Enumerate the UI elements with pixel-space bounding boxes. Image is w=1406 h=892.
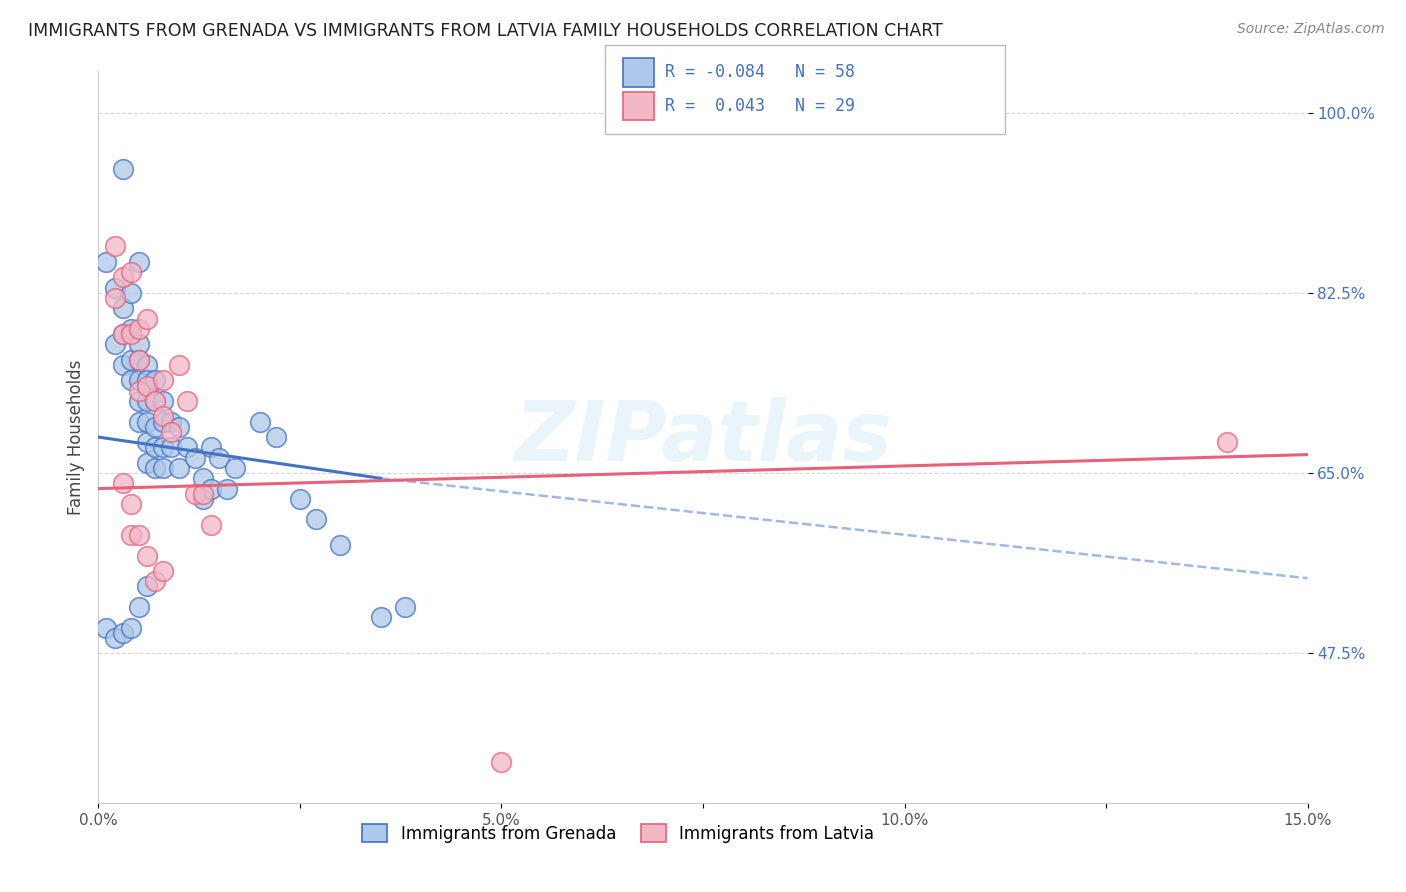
Text: R =  0.043   N = 29: R = 0.043 N = 29 bbox=[665, 97, 855, 115]
Point bbox=[160, 415, 183, 429]
Point bbox=[135, 415, 157, 429]
Point bbox=[176, 441, 198, 455]
Point bbox=[135, 373, 157, 387]
Point bbox=[143, 394, 166, 409]
Point bbox=[160, 441, 183, 455]
Point bbox=[111, 301, 134, 316]
Text: R = -0.084   N = 58: R = -0.084 N = 58 bbox=[665, 63, 855, 81]
Point bbox=[103, 239, 125, 253]
Point bbox=[103, 337, 125, 351]
Point bbox=[128, 415, 150, 429]
Point bbox=[120, 265, 142, 279]
Point bbox=[120, 322, 142, 336]
Point bbox=[143, 441, 166, 455]
Point bbox=[135, 378, 157, 392]
Point bbox=[135, 456, 157, 470]
Point bbox=[249, 415, 271, 429]
Point bbox=[120, 621, 142, 635]
Point bbox=[111, 476, 134, 491]
Point bbox=[120, 327, 142, 342]
Point bbox=[111, 270, 134, 285]
Point bbox=[152, 415, 174, 429]
Point bbox=[217, 482, 239, 496]
Legend: Immigrants from Grenada, Immigrants from Latvia: Immigrants from Grenada, Immigrants from… bbox=[356, 818, 882, 849]
Point bbox=[264, 430, 287, 444]
Point bbox=[135, 394, 157, 409]
Point bbox=[193, 487, 215, 501]
Point bbox=[128, 394, 150, 409]
Point bbox=[200, 517, 222, 532]
Point bbox=[224, 461, 246, 475]
Point bbox=[491, 755, 513, 769]
Point bbox=[143, 419, 166, 434]
Text: IMMIGRANTS FROM GRENADA VS IMMIGRANTS FROM LATVIA FAMILY HOUSEHOLDS CORRELATION : IMMIGRANTS FROM GRENADA VS IMMIGRANTS FR… bbox=[28, 22, 943, 40]
Point bbox=[329, 538, 352, 552]
Point bbox=[111, 358, 134, 372]
Point bbox=[1216, 435, 1239, 450]
Point bbox=[128, 352, 150, 367]
Point bbox=[111, 625, 134, 640]
Point bbox=[184, 450, 207, 465]
Point bbox=[143, 574, 166, 589]
Point bbox=[135, 358, 157, 372]
Point bbox=[288, 491, 311, 506]
Point bbox=[200, 441, 222, 455]
Point bbox=[120, 352, 142, 367]
Point bbox=[135, 311, 157, 326]
Point bbox=[193, 471, 215, 485]
Point bbox=[167, 419, 190, 434]
Point bbox=[111, 162, 134, 177]
Point bbox=[111, 327, 134, 342]
Point bbox=[152, 409, 174, 424]
Point bbox=[103, 631, 125, 645]
Point bbox=[128, 322, 150, 336]
Point bbox=[96, 255, 118, 269]
Point bbox=[176, 394, 198, 409]
Point bbox=[103, 291, 125, 305]
Point bbox=[120, 497, 142, 511]
Point bbox=[184, 487, 207, 501]
Point bbox=[167, 358, 190, 372]
Text: Source: ZipAtlas.com: Source: ZipAtlas.com bbox=[1237, 22, 1385, 37]
Point bbox=[96, 621, 118, 635]
Point bbox=[143, 373, 166, 387]
Point bbox=[128, 337, 150, 351]
Point bbox=[143, 461, 166, 475]
Point bbox=[128, 600, 150, 615]
Point bbox=[128, 373, 150, 387]
Point bbox=[128, 384, 150, 398]
Point bbox=[111, 327, 134, 342]
Point bbox=[167, 461, 190, 475]
Point bbox=[120, 373, 142, 387]
Point bbox=[128, 528, 150, 542]
Point bbox=[135, 435, 157, 450]
Point bbox=[103, 281, 125, 295]
Point bbox=[135, 579, 157, 593]
Point bbox=[128, 352, 150, 367]
Point bbox=[152, 373, 174, 387]
Point bbox=[208, 450, 231, 465]
Point bbox=[305, 512, 328, 526]
Point bbox=[370, 610, 392, 624]
Point bbox=[120, 285, 142, 300]
Point bbox=[128, 255, 150, 269]
Text: ZIPatlas: ZIPatlas bbox=[515, 397, 891, 477]
Y-axis label: Family Households: Family Households bbox=[66, 359, 84, 515]
Point bbox=[193, 491, 215, 506]
Point bbox=[143, 394, 166, 409]
Point bbox=[152, 564, 174, 578]
Point bbox=[152, 441, 174, 455]
Point bbox=[135, 549, 157, 563]
Point bbox=[394, 600, 416, 615]
Point bbox=[152, 461, 174, 475]
Point bbox=[200, 482, 222, 496]
Point bbox=[160, 425, 183, 439]
Point bbox=[152, 394, 174, 409]
Point bbox=[120, 528, 142, 542]
